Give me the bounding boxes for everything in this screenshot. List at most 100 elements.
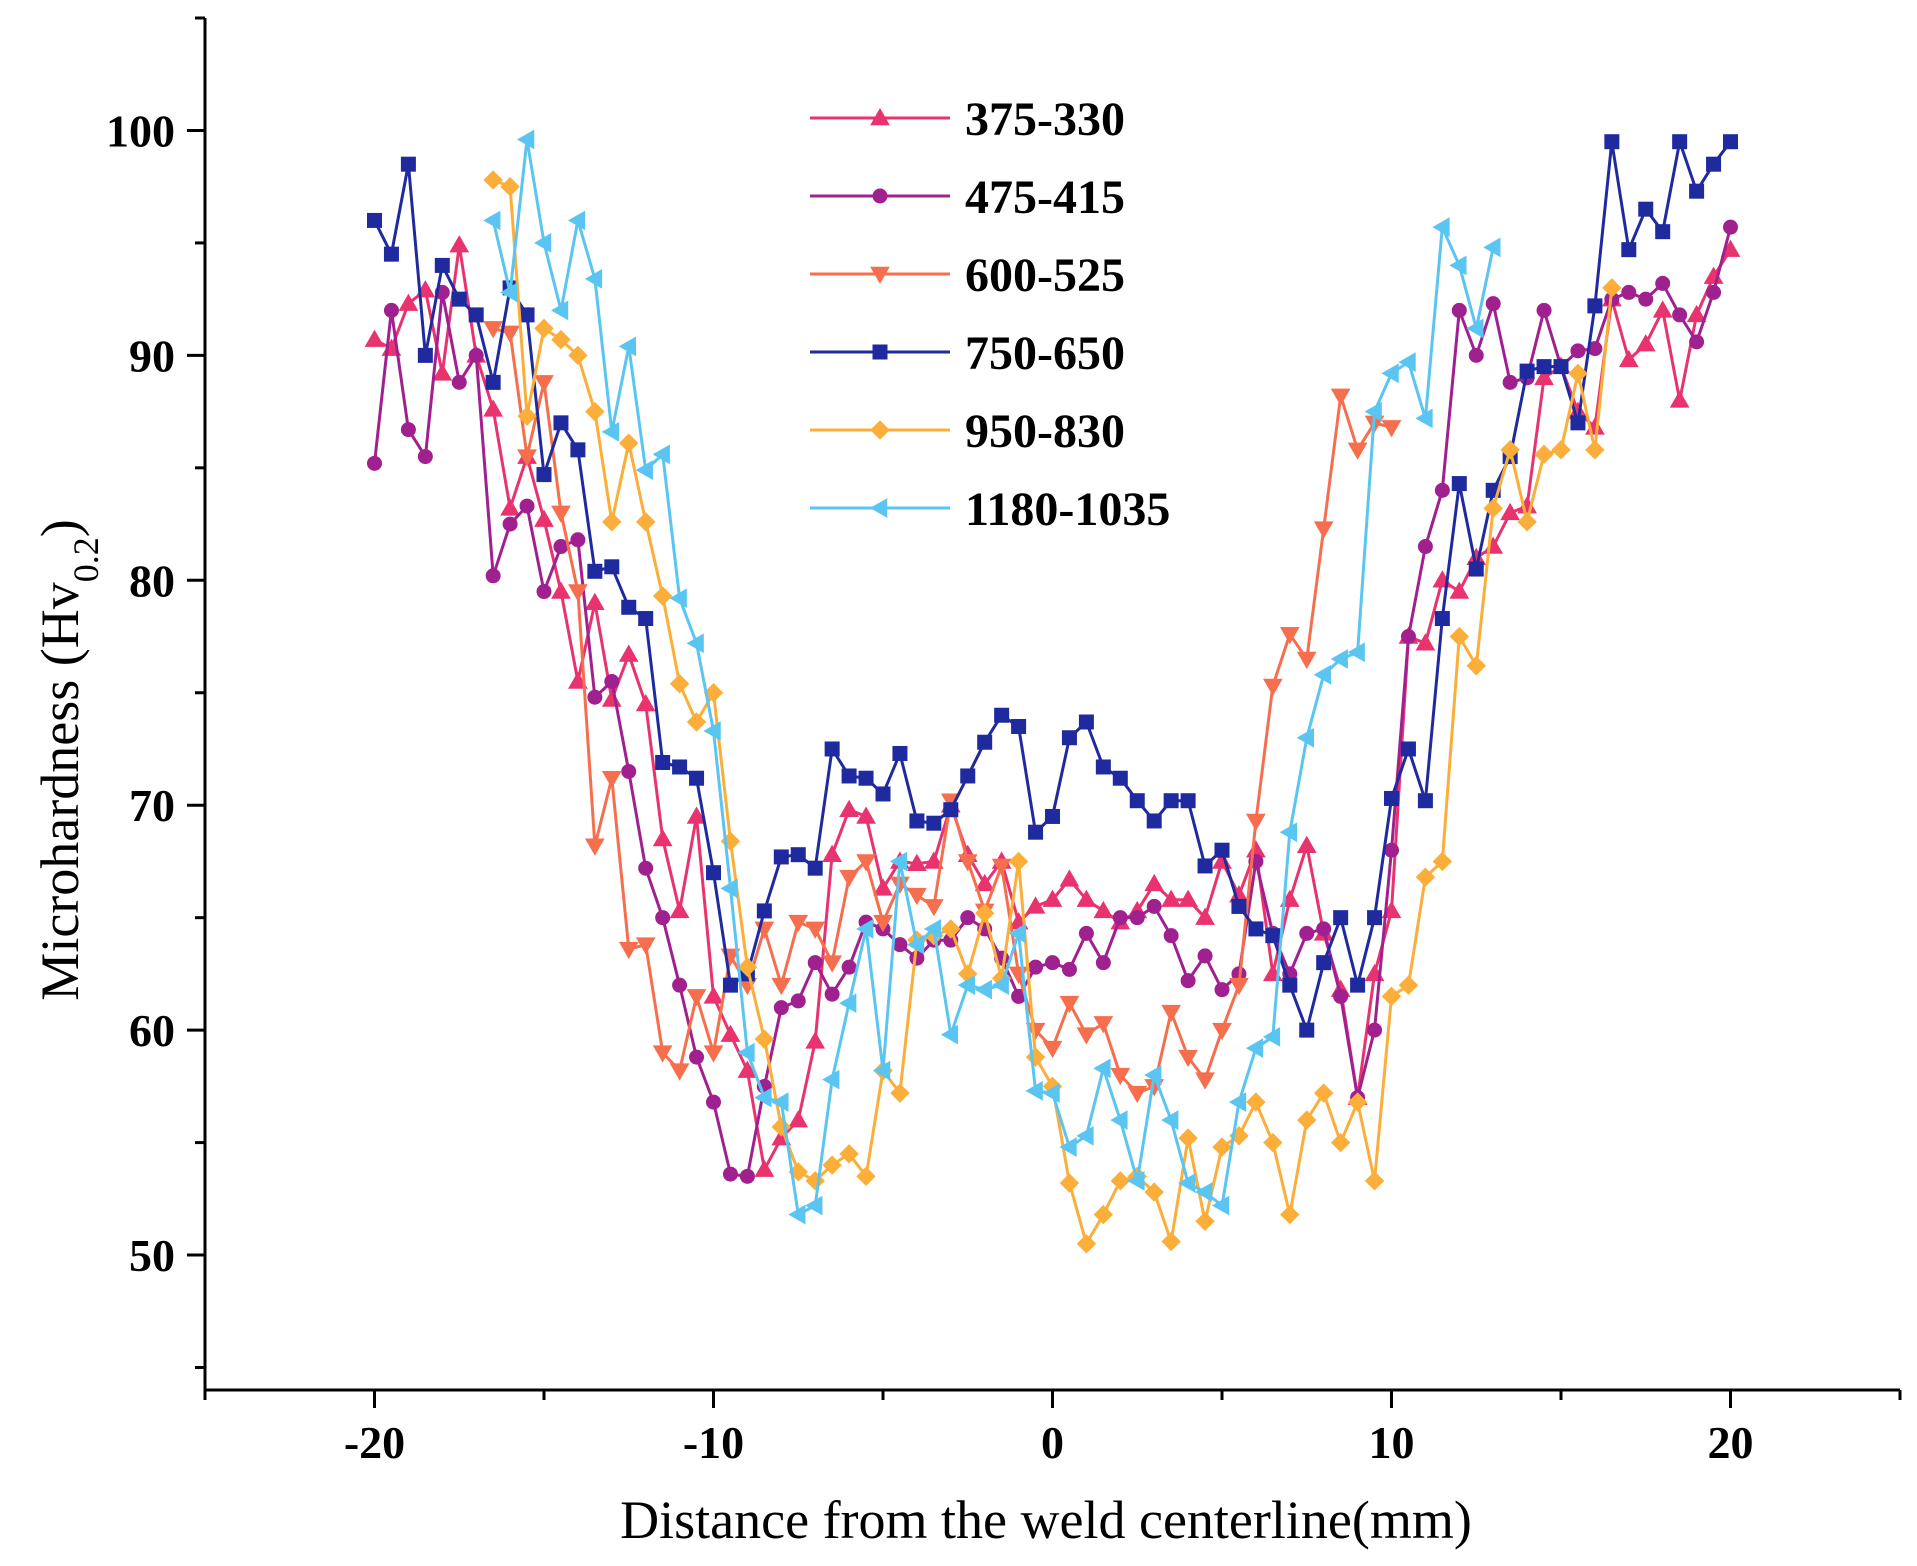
data-point xyxy=(1127,1085,1148,1104)
data-point xyxy=(1706,284,1722,300)
data-point xyxy=(1384,790,1399,806)
data-point xyxy=(1483,498,1503,519)
data-point xyxy=(1381,363,1399,384)
data-point xyxy=(533,233,552,253)
data-point xyxy=(1350,977,1366,993)
data-point xyxy=(1061,961,1077,977)
data-point xyxy=(1517,512,1537,532)
data-point xyxy=(584,592,605,611)
data-point xyxy=(551,329,571,350)
data-point xyxy=(1045,955,1060,971)
data-point xyxy=(618,336,636,357)
x-tick-label: 10 xyxy=(1369,1417,1415,1468)
data-point xyxy=(652,1045,673,1063)
data-point xyxy=(1635,334,1656,352)
data-point xyxy=(805,921,826,939)
data-point xyxy=(601,421,620,442)
data-point xyxy=(1466,656,1486,676)
data-point xyxy=(839,869,859,888)
data-point xyxy=(1025,1047,1046,1067)
series-375-330 xyxy=(364,235,1741,1177)
data-point xyxy=(807,955,823,971)
data-point xyxy=(621,763,637,779)
x-tick-label: 20 xyxy=(1708,1417,1754,1468)
x-tick-label: -20 xyxy=(344,1417,405,1468)
y-tick-label: 100 xyxy=(106,105,175,156)
data-point xyxy=(568,584,588,602)
data-point xyxy=(1095,759,1111,775)
data-point xyxy=(367,212,382,228)
data-point xyxy=(1313,664,1331,685)
y-axis-title-close: ) xyxy=(30,519,90,537)
data-point xyxy=(1536,359,1552,375)
data-point xyxy=(703,683,724,703)
data-point xyxy=(1263,1132,1283,1153)
data-point xyxy=(502,516,518,532)
data-point xyxy=(1313,1083,1334,1103)
data-point xyxy=(923,851,944,869)
legend-label: 600-525 xyxy=(965,249,1125,302)
data-point xyxy=(1144,873,1165,892)
legend-marker xyxy=(870,107,890,126)
data-point xyxy=(1195,1211,1215,1232)
data-point xyxy=(1330,649,1348,669)
data-point xyxy=(1180,973,1196,989)
data-point xyxy=(669,588,687,609)
data-point xyxy=(584,269,603,289)
legend-item: 750-650 xyxy=(810,327,1125,380)
data-point xyxy=(1299,1022,1315,1038)
data-point xyxy=(567,210,586,231)
data-point xyxy=(1364,1171,1385,1191)
data-point xyxy=(1347,642,1365,663)
data-point xyxy=(432,363,453,381)
y-axis-ticks: 50 60 70 80 90 100 xyxy=(106,16,205,1370)
data-point xyxy=(722,1166,738,1182)
data-point xyxy=(1025,1022,1046,1041)
data-point xyxy=(1400,629,1416,645)
data-point xyxy=(960,910,976,926)
data-point xyxy=(703,1045,724,1063)
data-point xyxy=(841,959,857,975)
y-axis-title-main: Microhardness (Hv xyxy=(30,582,90,1000)
data-point xyxy=(550,300,569,321)
data-point xyxy=(1347,1092,1368,1112)
data-point xyxy=(1146,813,1162,829)
data-point xyxy=(1093,900,1114,919)
data-point xyxy=(805,1031,826,1049)
x-tick-label: -10 xyxy=(683,1417,744,1468)
data-point xyxy=(1451,476,1467,492)
data-point xyxy=(534,318,554,339)
data-point xyxy=(383,302,399,318)
data-point xyxy=(621,599,637,615)
data-point xyxy=(1144,1182,1164,1202)
data-point xyxy=(1415,633,1436,651)
data-point xyxy=(1432,851,1453,872)
data-point xyxy=(1723,134,1738,150)
data-point xyxy=(706,1094,721,1110)
data-point xyxy=(822,955,843,973)
data-point xyxy=(364,329,385,347)
data-point xyxy=(824,986,840,1002)
data-point xyxy=(570,442,586,458)
y-tick-label: 80 xyxy=(129,555,175,606)
legend-label: 375-330 xyxy=(965,93,1125,146)
data-point xyxy=(1296,835,1317,853)
data-point xyxy=(1398,975,1419,995)
data-point xyxy=(1059,1137,1077,1157)
data-point xyxy=(720,1024,741,1042)
data-point xyxy=(635,460,653,480)
data-point xyxy=(400,422,416,438)
series-1180-1035 xyxy=(483,129,1501,1225)
data-point xyxy=(519,307,535,323)
data-point xyxy=(977,734,993,750)
data-point xyxy=(417,449,433,465)
data-point xyxy=(1178,1049,1198,1068)
data-point xyxy=(686,633,704,654)
data-point xyxy=(1127,1170,1145,1191)
data-point xyxy=(1229,977,1249,996)
data-point xyxy=(822,1155,842,1175)
data-point xyxy=(517,129,535,150)
data-point xyxy=(1146,898,1162,914)
data-point xyxy=(1330,388,1351,406)
